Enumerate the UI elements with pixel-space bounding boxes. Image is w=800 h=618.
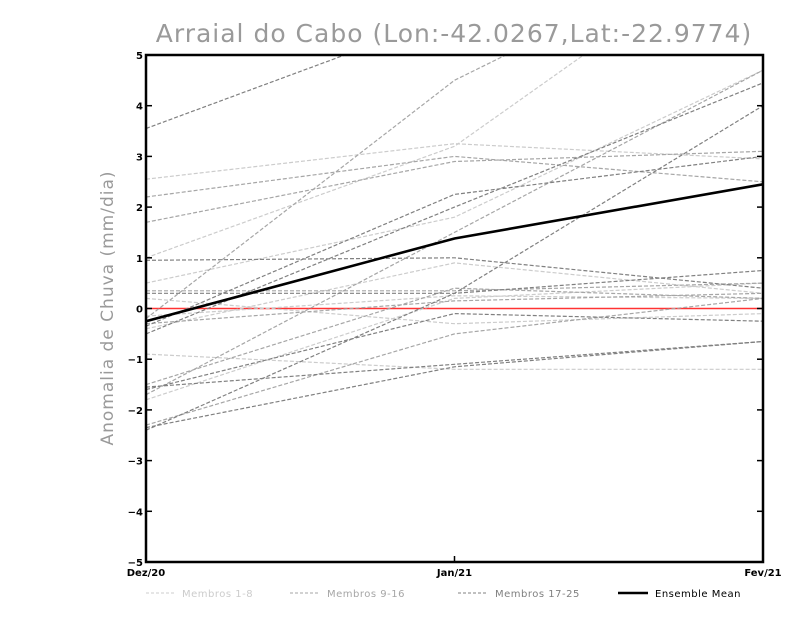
series-line-group2-member-3 [146, 150, 763, 223]
series-layer [146, 55, 763, 431]
y-tick-label: 4 [136, 102, 143, 113]
series-line-group3-member-6 [146, 269, 763, 294]
y-tick-label: −5 [128, 558, 143, 569]
legend-label-membros-1-8: Membros 1-8 [182, 589, 253, 600]
legend-label-membros-9-16: Membros 9-16 [327, 589, 405, 600]
series-line-group1-member-5 [146, 353, 763, 370]
series-line-group3-member-7 [146, 312, 763, 391]
y-tick-label: 0 [136, 305, 143, 316]
y-tick-label: −4 [128, 507, 143, 518]
series-line-group2-member-6 [146, 69, 763, 396]
y-tick-label: 1 [136, 254, 143, 265]
legend: Membros 1-8 Membros 9-16 Membros 17-25 E… [146, 589, 741, 600]
series-line-group1-member-4 [146, 282, 763, 401]
series-line-group1-member-6 [146, 297, 763, 325]
series-line-group2-member-2 [146, 55, 508, 320]
chart-title: Arraial do Cabo (Lon:-42.0267,Lat:-22.97… [156, 19, 752, 48]
y-tick-label: 5 [136, 51, 143, 62]
series-line-group3-member-4 [146, 340, 763, 388]
series-line-group1-member-1 [146, 143, 763, 180]
series-line-group2-member-4 [146, 287, 763, 386]
y-tick-label: −1 [128, 355, 143, 366]
y-tick-label: 2 [136, 203, 143, 214]
series-line-group1-member-7 [146, 69, 763, 284]
series-line-group3-member-5 [146, 155, 763, 327]
series-line-group3-member-8 [146, 340, 763, 429]
legend-label-ensemble-mean: Ensemble Mean [655, 589, 741, 600]
y-tick-label: −3 [128, 457, 143, 468]
legend-label-membros-17-25: Membros 17-25 [495, 589, 580, 600]
series-line-group2-member-7 [146, 292, 763, 325]
series-line-group2-member-5 [146, 282, 763, 292]
x-tick-label: Fev/21 [744, 568, 781, 579]
series-line-group1-member-8 [146, 295, 763, 317]
series-line-group3-member-2 [146, 257, 763, 289]
x-tick-label: Dez/20 [127, 568, 166, 579]
series-line-group2-member-8 [146, 297, 763, 426]
series-line-group3-member-9 [146, 82, 763, 335]
x-tick-label: Jan/21 [436, 568, 472, 579]
series-line-group2-member-1 [146, 155, 763, 198]
y-axis-label: Anomalia de Chuva (mm/dia) [98, 170, 118, 445]
series-line-group3-member-1 [146, 55, 347, 130]
y-tick-label: −2 [128, 406, 143, 417]
series-line-group1-member-2 [146, 55, 585, 259]
plot-frame [144, 53, 765, 564]
ensemble-mean-line [146, 183, 763, 323]
y-tick-label: 3 [136, 152, 143, 163]
